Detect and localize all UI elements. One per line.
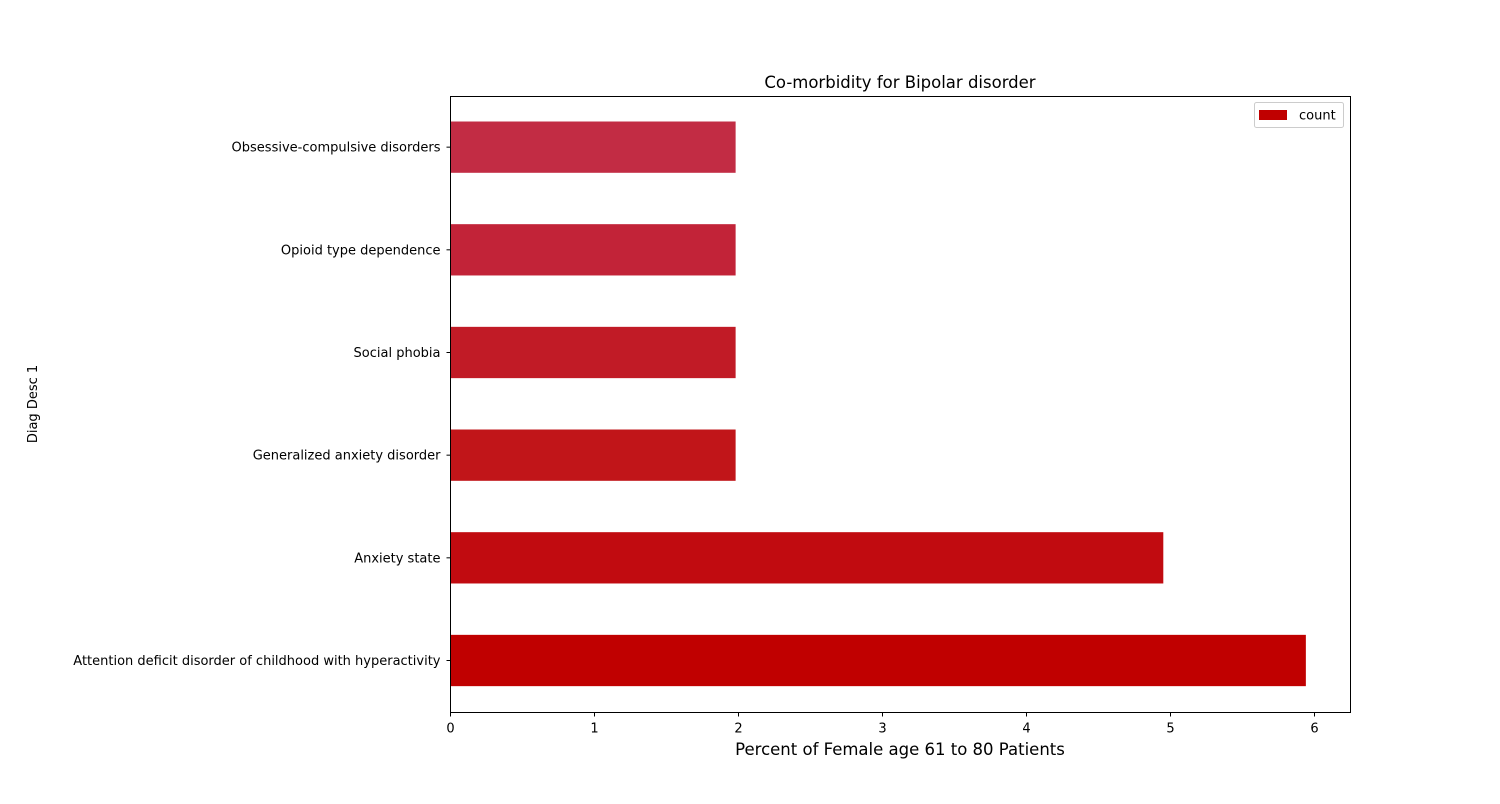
bar xyxy=(450,326,736,379)
x-axis-label: Percent of Female age 61 to 80 Patients xyxy=(735,740,1065,759)
bar xyxy=(450,224,736,276)
x-tick-label: 0 xyxy=(446,722,454,737)
y-tick-label: Opioid type dependence xyxy=(281,243,441,258)
y-axis-label: Diag Desc 1 xyxy=(26,365,41,443)
x-tick-label: 3 xyxy=(878,722,886,737)
y-axis: Attention deficit disorder of childhood … xyxy=(73,141,451,669)
x-tick-label: 4 xyxy=(1022,722,1030,737)
legend-box xyxy=(1254,102,1344,128)
bar xyxy=(450,121,736,173)
y-tick-label: Obsessive-compulsive disorders xyxy=(232,141,441,156)
bar xyxy=(450,429,736,481)
plot-frame xyxy=(450,96,1351,713)
legend-swatch-count xyxy=(1259,110,1287,120)
legend: count xyxy=(1254,102,1344,128)
y-tick-label: Anxiety state xyxy=(354,551,440,566)
x-axis: 0 1 2 3 4 5 6 xyxy=(446,712,1319,737)
x-tick-label: 2 xyxy=(734,722,742,737)
bars-group xyxy=(450,121,1306,687)
bar xyxy=(450,532,1164,584)
y-tick-label: Social phobia xyxy=(354,346,441,361)
x-tick-label: 1 xyxy=(590,722,598,737)
legend-label-count: count xyxy=(1299,109,1336,124)
bar xyxy=(450,634,1306,687)
y-tick-label: Attention deficit disorder of childhood … xyxy=(73,654,441,669)
y-tick-label: Generalized anxiety disorder xyxy=(253,449,441,464)
x-tick-label: 6 xyxy=(1310,722,1318,737)
chart-title: Co-morbidity for Bipolar disorder xyxy=(764,73,1035,92)
x-tick-label: 5 xyxy=(1166,722,1174,737)
